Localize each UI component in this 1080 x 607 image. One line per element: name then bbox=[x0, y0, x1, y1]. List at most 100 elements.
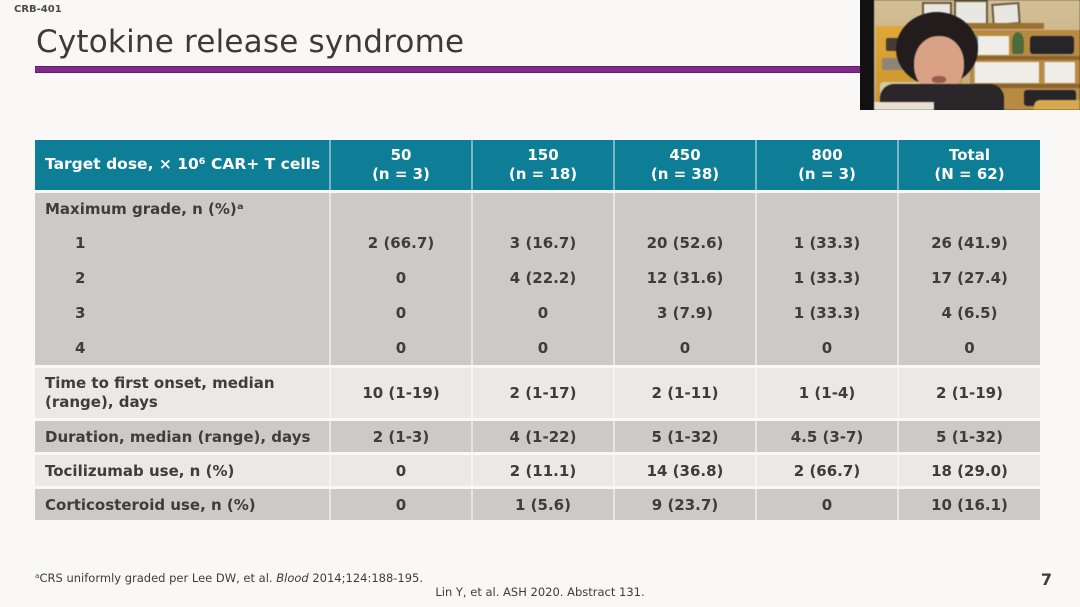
page-number: 7 bbox=[1040, 570, 1052, 589]
row-label: 3 bbox=[35, 295, 330, 330]
dose-value: 50 bbox=[390, 146, 412, 165]
cell-value: 0 bbox=[755, 330, 898, 367]
cell-value: 3 (7.9) bbox=[613, 295, 756, 330]
plant bbox=[1012, 32, 1024, 54]
webcam-bottom-strip bbox=[874, 102, 934, 110]
row-label: Duration, median (range), days bbox=[35, 418, 330, 454]
program-label: CRB-401 bbox=[14, 4, 62, 15]
citation: Lin Y, et al. ASH 2020. Abstract 131. bbox=[435, 585, 645, 599]
shelf-board bbox=[914, 23, 1044, 29]
row-label: Time to first onset, median (range), day… bbox=[35, 365, 330, 420]
binders bbox=[974, 62, 1039, 83]
title-divider bbox=[35, 67, 862, 72]
cell-value: 4 (6.5) bbox=[897, 295, 1040, 330]
cell-value: 4 (1-22) bbox=[471, 418, 614, 454]
cell-value: 10 (1-19) bbox=[329, 365, 472, 420]
cell-value: 10 (16.1) bbox=[897, 486, 1040, 520]
cell-value: 2 (66.7) bbox=[755, 452, 898, 488]
header-col-450: 450 (n = 38) bbox=[613, 140, 756, 193]
cell-value: 9 (23.7) bbox=[613, 486, 756, 520]
table-row: 2 0 4 (22.2) 12 (31.6) 1 (33.3) 17 (27.4… bbox=[35, 260, 1040, 295]
cell-value: 2 (1-17) bbox=[471, 365, 614, 420]
cell-value: 18 (29.0) bbox=[897, 452, 1040, 488]
row-label: Tocilizumab use, n (%) bbox=[35, 452, 330, 488]
cell-value: 0 bbox=[471, 330, 614, 367]
cell-value: 0 bbox=[329, 486, 472, 520]
cell-value: 0 bbox=[755, 486, 898, 520]
dose-n: (N = 62) bbox=[934, 165, 1005, 183]
footnote-text: 2014;124:188-195. bbox=[308, 571, 424, 585]
header-col-50: 50 (n = 3) bbox=[329, 140, 472, 193]
dose-n: (n = 3) bbox=[372, 165, 430, 183]
footnote: ᵃCRS uniformly graded per Lee DW, et al.… bbox=[35, 571, 423, 585]
header-col-800: 800 (n = 3) bbox=[755, 140, 898, 193]
webcam-scene bbox=[874, 0, 1080, 110]
cell-value: 2 (1-19) bbox=[897, 365, 1040, 420]
cell-value: 1 (33.3) bbox=[755, 295, 898, 330]
speaker-video bbox=[860, 0, 1080, 110]
cell-value: 0 bbox=[613, 330, 756, 367]
cell-value bbox=[329, 191, 472, 225]
cell-value: 2 (1-3) bbox=[329, 418, 472, 454]
cell-value: 1 (5.6) bbox=[471, 486, 614, 520]
cell-value: 1 (33.3) bbox=[755, 260, 898, 295]
cell-value: 0 bbox=[471, 295, 614, 330]
cell-value bbox=[613, 191, 756, 225]
dose-n: (n = 38) bbox=[650, 165, 720, 183]
cell-value bbox=[897, 191, 1040, 225]
table-row: 1 2 (66.7) 3 (16.7) 20 (52.6) 1 (33.3) 2… bbox=[35, 225, 1040, 260]
books bbox=[974, 36, 1009, 55]
cell-value: 1 (1-4) bbox=[755, 365, 898, 420]
cell-value: 4 (22.2) bbox=[471, 260, 614, 295]
row-label: 2 bbox=[35, 260, 330, 295]
table-row: 3 0 0 3 (7.9) 1 (33.3) 4 (6.5) bbox=[35, 295, 1040, 330]
dose-n: (n = 3) bbox=[798, 165, 856, 183]
row-label: Corticosteroid use, n (%) bbox=[35, 486, 330, 520]
cell-value: 0 bbox=[329, 452, 472, 488]
row-label: 1 bbox=[35, 225, 330, 260]
cell-value: 20 (52.6) bbox=[613, 225, 756, 260]
row-label: 4 bbox=[35, 330, 330, 367]
webcam-corner-object bbox=[1034, 100, 1080, 110]
cell-value: 12 (31.6) bbox=[613, 260, 756, 295]
cell-value bbox=[471, 191, 614, 225]
table-row: Maximum grade, n (%)ᵃ bbox=[35, 191, 1040, 225]
cell-value: 17 (27.4) bbox=[897, 260, 1040, 295]
dose-value: 150 bbox=[527, 146, 559, 165]
table-row: Time to first onset, median (range), day… bbox=[35, 365, 1040, 420]
cell-value: 2 (66.7) bbox=[329, 225, 472, 260]
binders bbox=[1044, 62, 1075, 83]
dose-n: (n = 18) bbox=[508, 165, 578, 183]
cell-value: 5 (1-32) bbox=[613, 418, 756, 454]
table-header-row: Target dose, × 10⁶ CAR+ T cells 50 (n = … bbox=[35, 140, 1040, 193]
crs-data-table: Target dose, × 10⁶ CAR+ T cells 50 (n = … bbox=[35, 140, 1040, 520]
table-row: Corticosteroid use, n (%) 0 1 (5.6) 9 (2… bbox=[35, 486, 1040, 520]
cell-value: 0 bbox=[329, 330, 472, 367]
footnote-journal: Blood bbox=[276, 571, 309, 585]
dose-value: 800 bbox=[811, 146, 843, 165]
cell-value: 14 (36.8) bbox=[613, 452, 756, 488]
cell-value: 4.5 (3-7) bbox=[755, 418, 898, 454]
dark-box bbox=[1030, 36, 1074, 54]
cell-value: 2 (11.1) bbox=[471, 452, 614, 488]
table-row: Duration, median (range), days 2 (1-3) 4… bbox=[35, 418, 1040, 454]
speaker-mouth bbox=[932, 76, 946, 83]
cell-value: 3 (16.7) bbox=[471, 225, 614, 260]
table-row: 4 0 0 0 0 0 bbox=[35, 330, 1040, 367]
cell-value: 0 bbox=[897, 330, 1040, 367]
table-row: Tocilizumab use, n (%) 0 2 (11.1) 14 (36… bbox=[35, 452, 1040, 488]
cell-value: 5 (1-32) bbox=[897, 418, 1040, 454]
header-col-total: Total (N = 62) bbox=[897, 140, 1040, 193]
cell-value: 0 bbox=[329, 260, 472, 295]
header-target-dose: Target dose, × 10⁶ CAR+ T cells bbox=[35, 140, 330, 193]
cell-value bbox=[755, 191, 898, 225]
dose-value: 450 bbox=[669, 146, 701, 165]
cell-value: 0 bbox=[329, 295, 472, 330]
bookshelf-shelf bbox=[970, 56, 1080, 60]
header-col-150: 150 (n = 18) bbox=[471, 140, 614, 193]
row-label: Maximum grade, n (%)ᵃ bbox=[35, 191, 330, 225]
cell-value: 1 (33.3) bbox=[755, 225, 898, 260]
cell-value: 26 (41.9) bbox=[897, 225, 1040, 260]
footnote-text: ᵃCRS uniformly graded per Lee DW, et al. bbox=[35, 571, 277, 585]
